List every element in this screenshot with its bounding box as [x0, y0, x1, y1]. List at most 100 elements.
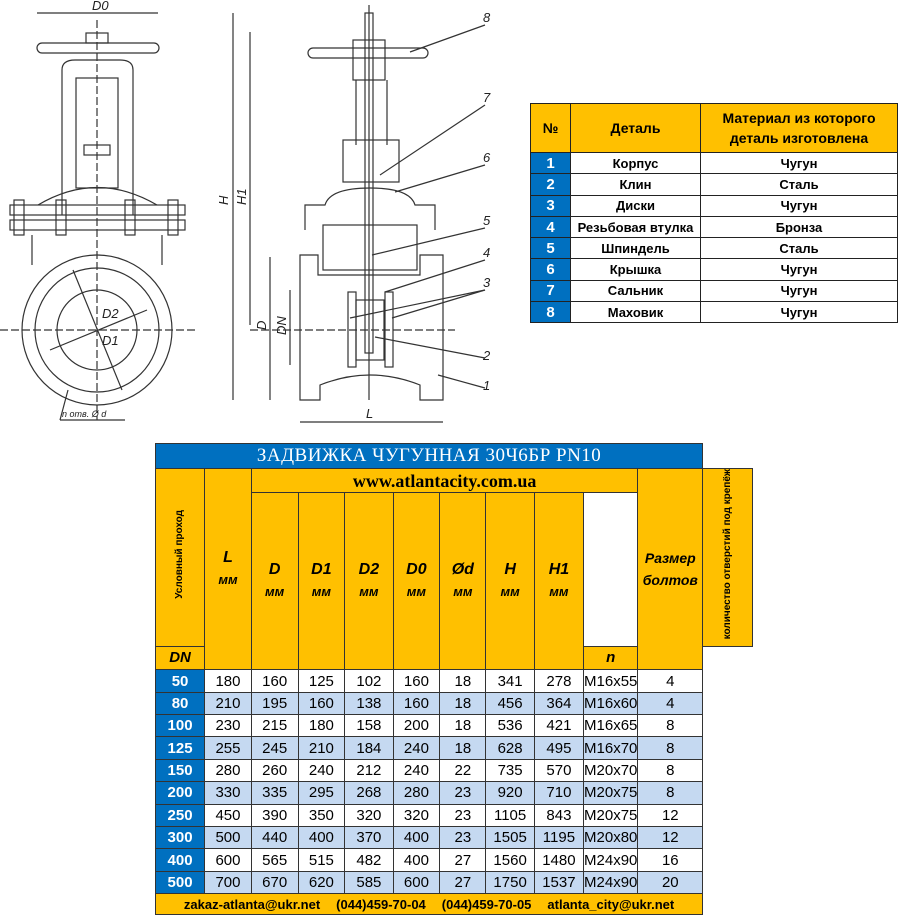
col-name: H [504, 561, 516, 579]
value-cell: 843 [533, 803, 585, 828]
col-part: Деталь [570, 103, 701, 153]
value-cell: M16x70 [583, 736, 639, 760]
value-cell: 230 [204, 714, 252, 738]
value-cell: 1105 [485, 803, 535, 828]
value-cell: 160 [392, 691, 441, 716]
value-cell: 184 [344, 736, 394, 760]
value-cell: 210 [297, 736, 346, 760]
col-unit: мм [311, 584, 331, 600]
value-cell: 1750 [485, 870, 535, 895]
dn-cell: 200 [154, 781, 206, 805]
value-cell: 8 [637, 758, 704, 783]
value-cell: 280 [204, 758, 252, 783]
label-holes: n отв. Ø d [62, 409, 107, 419]
parts-number: 5 [530, 237, 571, 260]
value-cell: 1537 [533, 870, 585, 895]
col-name: D1 [311, 561, 332, 579]
value-cell: 670 [250, 870, 299, 895]
callout-5: 5 [483, 213, 491, 228]
label-d1: D1 [102, 333, 119, 348]
parts-row: 7 Сальник Чугун [530, 279, 898, 303]
parts-row: 1 Корпус Чугун [530, 151, 898, 175]
value-cell: 240 [392, 736, 441, 760]
parts-material: Бронза [700, 215, 898, 239]
value-cell: 335 [250, 781, 299, 805]
col-h1: H1 мм [533, 491, 585, 671]
value-cell: 268 [344, 781, 394, 805]
value-cell: 456 [485, 691, 535, 716]
section-view: H H1 D DN L [216, 5, 455, 423]
parts-row: 8 Маховик Чугун [530, 301, 898, 324]
value-cell: 500 [204, 826, 252, 850]
col-ød: Ød мм [439, 491, 487, 671]
parts-number: 3 [530, 194, 571, 217]
table-row: 50 180 160 125 102 160 18 341 278 M16x55 4 [154, 669, 753, 693]
parts-part: Сальник [570, 279, 701, 303]
value-cell: 12 [637, 803, 704, 828]
spec-title: ЗАДВИЖКА ЧУГУННАЯ 30Ч6БР PN10 [154, 443, 704, 469]
value-cell: 1505 [485, 826, 535, 850]
value-cell: 628 [485, 736, 535, 760]
callouts: 8 7 6 5 4 3 2 1 [349, 10, 491, 393]
parts-row: 6 Крышка Чугун [530, 258, 898, 281]
callout-4: 4 [483, 245, 490, 260]
value-cell: 735 [485, 758, 535, 783]
value-cell: 585 [344, 870, 394, 895]
col-unit: мм [500, 584, 520, 600]
value-cell: 600 [392, 870, 441, 895]
value-cell: 195 [250, 691, 299, 716]
contact-item: zakaz-atlanta@ukr.net [183, 896, 321, 912]
value-cell: 1195 [533, 826, 585, 850]
parts-material: Чугун [700, 194, 898, 217]
parts-part: Маховик [570, 301, 701, 324]
parts-material: Чугун [700, 151, 898, 175]
value-cell: 320 [392, 803, 441, 828]
table-row: 125 255 245 210 184 240 18 628 495 M16x70 8 [154, 736, 753, 760]
value-cell: 620 [297, 870, 346, 895]
parts-part: Резьбовая втулка [570, 215, 701, 239]
holes-header: количество отверстий под крепёж [702, 467, 753, 648]
value-cell: 23 [439, 803, 487, 828]
value-cell: 495 [533, 736, 585, 760]
parts-number: 2 [530, 173, 571, 196]
value-cell: 364 [533, 691, 585, 716]
value-cell: M16x60 [583, 691, 639, 716]
value-cell: 16 [637, 848, 704, 872]
value-cell: M24x90 [583, 870, 639, 895]
value-cell: 215 [250, 714, 299, 738]
col-unit: мм [453, 584, 473, 600]
value-cell: 570 [533, 758, 585, 783]
col-unit: мм [265, 584, 285, 600]
value-cell: 22 [439, 758, 487, 783]
parts-number: 4 [530, 215, 571, 239]
dn-header: Условный проход [154, 467, 206, 648]
parts-material: Сталь [700, 173, 898, 196]
value-cell: 1560 [485, 848, 535, 872]
value-cell: 440 [250, 826, 299, 850]
parts-part: Диски [570, 194, 701, 217]
value-cell: 18 [439, 736, 487, 760]
value-cell: 450 [204, 803, 252, 828]
value-cell: M20x80 [583, 826, 639, 850]
label-d: D [254, 321, 269, 330]
dn-cell: 125 [154, 736, 206, 760]
value-cell: 102 [344, 669, 394, 693]
callout-7: 7 [483, 90, 491, 105]
parts-material: Чугун [700, 301, 898, 324]
parts-material: Чугун [700, 258, 898, 281]
value-cell: 1480 [533, 848, 585, 872]
value-cell: 278 [533, 669, 585, 693]
dn-cell: 400 [154, 848, 206, 872]
parts-number: 7 [530, 279, 571, 303]
value-cell: M20x75 [583, 803, 639, 828]
value-cell: 4 [637, 691, 704, 716]
value-cell: M20x70 [583, 758, 639, 783]
dn-unit: DN [154, 646, 206, 671]
label-d0: D0 [92, 0, 109, 13]
value-cell: 158 [344, 714, 394, 738]
col-d2: D2 мм [344, 491, 394, 671]
value-cell: 8 [637, 781, 704, 805]
table-row: 100 230 215 180 158 200 18 536 421 M16x65 8 [154, 714, 753, 738]
